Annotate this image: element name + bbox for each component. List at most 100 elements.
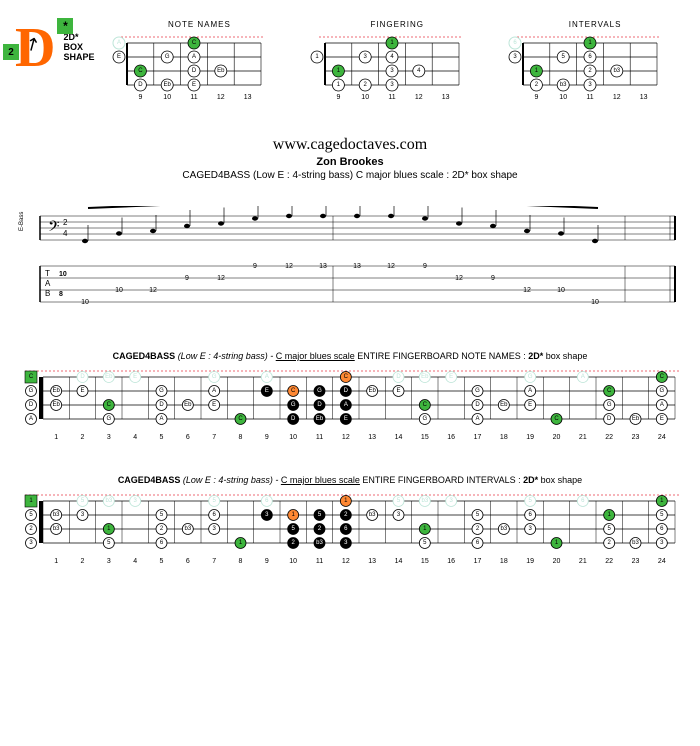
svg-text:b3: b3 <box>316 540 323 546</box>
mini-diagram: INTERVALS9101112136135612b32b33 <box>505 20 685 106</box>
svg-text:Eb: Eb <box>52 388 60 394</box>
svg-text:20: 20 <box>553 558 561 565</box>
svg-text:A: A <box>45 279 51 288</box>
shape-label: 2D* BOX SHAPE <box>63 33 94 63</box>
shape-star: * <box>57 18 73 34</box>
svg-text:7: 7 <box>212 434 216 441</box>
svg-text:9: 9 <box>337 94 341 101</box>
svg-text:G: G <box>106 416 111 422</box>
svg-text:G: G <box>212 374 217 380</box>
svg-text:21: 21 <box>579 434 587 441</box>
svg-text:C: C <box>29 374 34 380</box>
svg-text:11: 11 <box>191 94 198 101</box>
svg-text:D: D <box>344 388 349 394</box>
svg-text:23: 23 <box>632 558 640 565</box>
svg-text:9: 9 <box>535 94 539 101</box>
svg-text:C: C <box>423 402 428 408</box>
svg-text:4: 4 <box>133 558 137 565</box>
svg-text:12: 12 <box>613 94 621 101</box>
svg-text:C: C <box>139 68 144 74</box>
svg-text:13: 13 <box>640 94 648 101</box>
svg-text:10: 10 <box>557 287 565 294</box>
svg-text:8: 8 <box>239 558 243 565</box>
svg-text:C: C <box>192 40 197 46</box>
svg-text:C: C <box>107 402 112 408</box>
svg-text:b3: b3 <box>53 526 60 532</box>
header-section: www.cagedoctaves.com Zon Brookes CAGED4B… <box>15 136 685 181</box>
svg-text:A: A <box>660 402 664 408</box>
svg-text:12: 12 <box>285 263 293 270</box>
svg-text:D: D <box>291 416 296 422</box>
svg-text:12: 12 <box>415 94 423 101</box>
svg-text:C: C <box>238 416 243 422</box>
svg-text:3: 3 <box>107 558 111 565</box>
svg-text:A: A <box>528 388 532 394</box>
svg-text:9: 9 <box>253 263 257 270</box>
svg-text:12: 12 <box>342 558 350 565</box>
svg-text:A: A <box>581 374 585 380</box>
svg-text:D: D <box>80 374 85 380</box>
svg-text:G: G <box>165 54 170 60</box>
mini-diagram: NOTE NAMES910111213ACEGACDEbDEbE <box>109 20 289 106</box>
svg-text:E: E <box>528 402 532 408</box>
svg-text:G: G <box>422 416 427 422</box>
svg-text:G: G <box>607 402 612 408</box>
svg-text:Eb: Eb <box>105 374 113 380</box>
mini-title: FINGERING <box>307 20 487 29</box>
svg-text:10: 10 <box>591 299 599 306</box>
svg-text:C: C <box>607 388 612 394</box>
svg-text:D: D <box>475 402 480 408</box>
full-title-2: CAGED4BASS (Low E : 4-string bass) - C m… <box>15 475 685 485</box>
svg-text:10: 10 <box>115 287 123 294</box>
svg-text:b3: b3 <box>614 68 621 74</box>
svg-text:13: 13 <box>353 263 361 270</box>
svg-text:b3: b3 <box>184 526 191 532</box>
svg-text:E: E <box>133 374 137 380</box>
svg-text:19: 19 <box>526 434 534 441</box>
svg-text:Eb: Eb <box>632 416 640 422</box>
svg-text:E: E <box>449 374 453 380</box>
svg-text:Eb: Eb <box>52 402 60 408</box>
svg-text:11: 11 <box>587 94 594 101</box>
svg-text:9: 9 <box>423 263 427 270</box>
svg-text:10: 10 <box>59 271 67 278</box>
svg-text:A: A <box>212 388 216 394</box>
svg-text:5: 5 <box>160 434 164 441</box>
svg-text:22: 22 <box>605 434 613 441</box>
svg-text:13: 13 <box>368 434 376 441</box>
svg-text:12: 12 <box>342 434 350 441</box>
svg-text:C: C <box>660 374 665 380</box>
svg-text:19: 19 <box>526 558 534 565</box>
svg-text:E-Bass: E-Bass <box>19 212 25 231</box>
mini-diagram: FINGERING9101112131134134123 <box>307 20 487 106</box>
svg-text:15: 15 <box>421 434 429 441</box>
svg-text:G: G <box>291 402 296 408</box>
svg-text:A: A <box>192 54 196 60</box>
svg-text:6: 6 <box>186 558 190 565</box>
svg-text:14: 14 <box>395 558 403 565</box>
svg-text:A: A <box>265 374 269 380</box>
svg-text:11: 11 <box>389 94 396 101</box>
svg-text:A: A <box>29 416 33 422</box>
svg-text:b3: b3 <box>560 82 567 88</box>
svg-text:8: 8 <box>59 291 63 298</box>
svg-text:4: 4 <box>63 229 68 238</box>
svg-text:23: 23 <box>632 434 640 441</box>
svg-text:9: 9 <box>185 275 189 282</box>
svg-text:A: A <box>344 402 348 408</box>
shape-letter-block: D * 2 ↗ <box>15 20 55 76</box>
svg-text:D: D <box>139 82 144 88</box>
svg-text:9: 9 <box>265 558 269 565</box>
svg-text:D: D <box>159 402 164 408</box>
shape-box2: 2 <box>3 44 19 60</box>
svg-text:G: G <box>317 388 322 394</box>
svg-text:C: C <box>291 388 296 394</box>
svg-text:24: 24 <box>658 434 666 441</box>
svg-text:12: 12 <box>217 275 225 282</box>
header-desc: CAGED4BASS (Low E : 4-string bass) C maj… <box>15 170 685 181</box>
svg-text:E: E <box>117 54 121 60</box>
svg-text:13: 13 <box>442 94 450 101</box>
svg-text:10: 10 <box>362 94 370 101</box>
svg-text:13: 13 <box>368 558 376 565</box>
svg-text:16: 16 <box>447 558 455 565</box>
